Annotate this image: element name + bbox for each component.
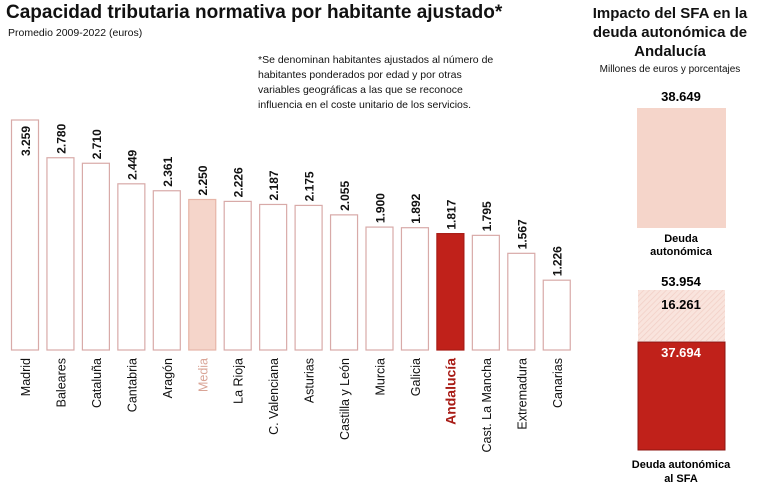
category-label: Madrid [19, 358, 33, 396]
bar-Cantabria [117, 183, 146, 351]
data-label: 2.226 [232, 167, 246, 197]
total-label: 53.954 [661, 274, 702, 289]
chart-title: Capacidad tributaria normativa por habit… [6, 2, 503, 23]
bar-Asturias [294, 204, 323, 351]
category-label: Extremadura [515, 358, 529, 430]
bar-Extremadura [507, 252, 536, 351]
bar-C. Valenciana [259, 203, 288, 351]
category-label: Media [196, 358, 210, 392]
footnote: *Se denominan habitantes ajustados al nú… [258, 54, 494, 111]
data-label: 1.567 [515, 219, 529, 249]
category-label: La Rioja [232, 358, 246, 404]
data-label: 2.055 [338, 181, 352, 211]
category-label: Canarias [551, 358, 565, 408]
category-label: al SFA [664, 473, 698, 485]
data-label: 1.817 [444, 199, 458, 229]
segment-label: 16.261 [661, 297, 701, 312]
bar-Baleares [46, 157, 75, 351]
right-subtitle: Millones de euros y porcentajes [599, 64, 741, 75]
data-label: 2.361 [161, 156, 175, 186]
bar-Media [188, 198, 217, 351]
right-title: Impacto del SFA en la deuda autonómica d… [592, 5, 748, 60]
data-label: 2.187 [267, 170, 281, 200]
data-label: 2.175 [303, 171, 317, 201]
category-label: Aragón [161, 358, 175, 398]
chart-subtitle: Promedio 2009-2022 (euros) [8, 27, 143, 39]
bar-Galicia [400, 227, 430, 351]
bar-Cataluña [81, 162, 111, 351]
bar-La Rioja [223, 200, 252, 351]
data-label: 2.449 [125, 149, 139, 179]
category-label: Cataluña [90, 358, 104, 408]
segment-label: 37.694 [661, 345, 702, 360]
data-label: 3.259 [19, 126, 33, 156]
bar-segment-sfa-impact [638, 290, 725, 341]
data-label: 1.226 [551, 246, 565, 276]
data-label: 2.780 [54, 123, 68, 153]
bar-Andalucía [436, 233, 465, 351]
bar-Cast. La Mancha [471, 234, 500, 351]
category-label: Cantabria [125, 358, 139, 412]
category-label: Asturias [303, 358, 317, 403]
data-label: 2.710 [90, 129, 104, 159]
bar-Madrid [10, 119, 40, 351]
category-label: Cast. La Mancha [480, 358, 494, 453]
data-label: 1.795 [480, 201, 494, 231]
data-label: 1.900 [374, 193, 388, 223]
category-label: Deuda [664, 233, 699, 245]
category-label: Galicia [409, 358, 423, 396]
bar-deuda-autonomica [637, 108, 726, 228]
bar-Aragón [152, 190, 181, 351]
category-label: C. Valenciana [267, 358, 281, 435]
category-label: Deuda autonómica [632, 459, 731, 471]
bar-segment-deuda [637, 341, 726, 451]
bar-Canarias [542, 279, 571, 351]
category-label: Andalucía [442, 358, 458, 425]
category-label: Murcia [374, 358, 388, 396]
category-label: Castilla y León [338, 358, 352, 440]
data-label: 2.250 [196, 165, 210, 195]
category-label: Baleares [54, 358, 68, 407]
data-label: 1.892 [409, 193, 423, 223]
category-label: autonómica [650, 246, 713, 258]
total-label: 38.649 [661, 89, 701, 104]
bar-Castilla y León [329, 214, 359, 351]
bar-Murcia [365, 226, 394, 351]
